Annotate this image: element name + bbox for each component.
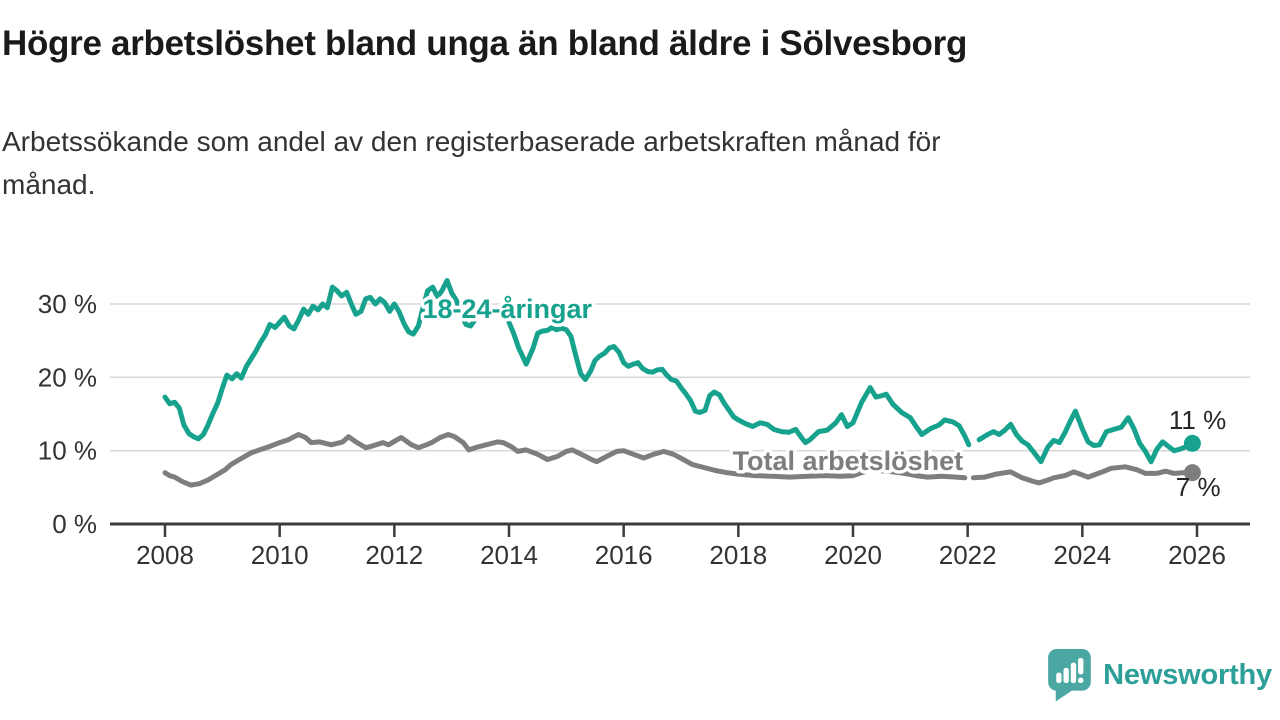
end-value-annotation-1: 11 % bbox=[1169, 405, 1226, 435]
page-subtitle: Arbetssökande som andel av den registerb… bbox=[2, 120, 1202, 206]
x-axis-label-2024: 2024 bbox=[1053, 540, 1111, 570]
series-line-1-seg-0 bbox=[162, 278, 972, 448]
x-axis-label-2016: 2016 bbox=[595, 540, 653, 570]
page-title: Högre arbetslöshet bland unga än bland ä… bbox=[2, 24, 968, 63]
x-axis-label-2008: 2008 bbox=[136, 540, 194, 570]
y-axis-label-20: 20 % bbox=[38, 362, 97, 392]
series-inline-label-1: 18-24-åringar bbox=[422, 294, 592, 324]
subtitle-line-2: månad. bbox=[2, 169, 96, 200]
x-axis-label-2026: 2026 bbox=[1168, 540, 1226, 570]
x-axis-label-2018: 2018 bbox=[709, 540, 767, 570]
bar-medium bbox=[1063, 667, 1069, 684]
speech-bubble-shape bbox=[1048, 648, 1091, 702]
series-end-dot-0 bbox=[1183, 464, 1201, 482]
series-end-dot-1 bbox=[1183, 434, 1201, 452]
exclamation-dot bbox=[1078, 677, 1084, 684]
bar-large bbox=[1070, 662, 1077, 684]
x-axis-label-2014: 2014 bbox=[480, 540, 538, 570]
end-value-annotation-0: 7 % bbox=[1176, 472, 1221, 502]
x-axis-label-2010: 2010 bbox=[251, 540, 309, 570]
series-line-0-seg-0 bbox=[162, 432, 968, 488]
y-axis-label-10: 10 % bbox=[38, 436, 97, 466]
x-axis-label-2012: 2012 bbox=[365, 540, 423, 570]
x-axis-label-2020: 2020 bbox=[824, 540, 882, 570]
series-line-0-seg-1 bbox=[970, 464, 1195, 486]
y-axis-label-30: 30 % bbox=[38, 289, 97, 319]
series-line-1-seg-1 bbox=[976, 408, 1195, 465]
newsworthy-wordmark: Newsworthy bbox=[1103, 658, 1272, 691]
y-axis-label-0: 0 % bbox=[52, 509, 97, 539]
series-inline-label-0: Total arbetslöshet bbox=[733, 446, 964, 476]
bar-chart-speech-bubble-icon bbox=[1048, 648, 1091, 702]
x-axis-label-2022: 2022 bbox=[939, 540, 997, 570]
subtitle-line-1: Arbetssökande som andel av den registerb… bbox=[2, 126, 941, 157]
newsworthy-logo: Newsworthy bbox=[1046, 648, 1272, 702]
exclamation-bar bbox=[1078, 657, 1084, 675]
bar-small bbox=[1056, 672, 1062, 684]
